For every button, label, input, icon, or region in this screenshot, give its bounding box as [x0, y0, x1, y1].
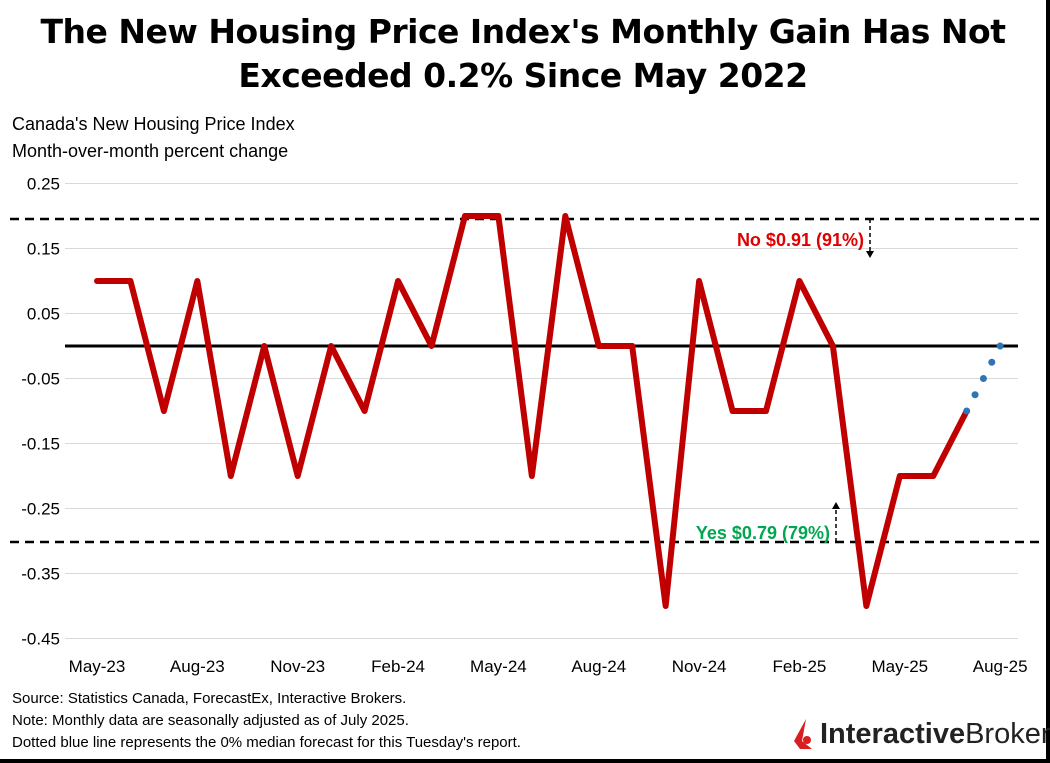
notes: Source: Statistics Canada, ForecastEx, I…: [12, 688, 521, 754]
x-tick-label: Aug-24: [571, 657, 626, 676]
no-label: No $0.91 (91%): [737, 230, 864, 250]
x-tick-label: May-25: [871, 657, 928, 676]
x-tick-label: Aug-23: [170, 657, 225, 676]
chart-title: The New Housing Price Index's Monthly Ga…: [0, 10, 1046, 98]
y-tick-label: 0.05: [27, 305, 60, 324]
forecast-note: Dotted blue line represents the 0% media…: [12, 734, 521, 751]
title-line-1: The New Housing Price Index's Monthly Ga…: [40, 12, 1007, 51]
x-tick-label: Feb-25: [773, 657, 827, 676]
x-tick-label: Feb-24: [371, 657, 425, 676]
y-tick-label: -0.35: [21, 565, 60, 584]
logo-text-bold: Interactive: [820, 718, 966, 750]
subtitle-1: Canada's New Housing Price Index: [12, 114, 295, 134]
forecast-dot: [979, 375, 987, 382]
nhpi-series-line: [94, 213, 970, 609]
x-tick-label: Aug-25: [973, 657, 1028, 676]
y-tick-label: 0.15: [27, 240, 60, 259]
yes-label: Yes $0.79 (79%): [696, 523, 830, 543]
y-tick-label: -0.05: [21, 370, 60, 389]
y-tick-label: -0.25: [21, 500, 60, 519]
logo-text-regular: Brokers: [965, 718, 1050, 750]
x-tick-label: May-23: [69, 657, 126, 676]
source-note: Source: Statistics Canada, ForecastEx, I…: [12, 690, 407, 707]
y-tick-label: -0.15: [21, 435, 60, 454]
forecast-dot: [996, 342, 1004, 350]
x-tick-label: Nov-23: [270, 657, 325, 676]
forecast-dot: [971, 391, 979, 399]
y-tick-label: 0.25: [27, 175, 60, 194]
adjustment-note: Note: Monthly data are seasonally adjust…: [12, 712, 409, 729]
x-tick-label: Nov-24: [672, 657, 727, 676]
forecast-dot: [988, 358, 996, 366]
forecast-dot: [963, 407, 971, 415]
yes-arrowhead: [832, 502, 840, 509]
y-tick-label: -0.45: [21, 630, 60, 649]
ib-logo-icon: [794, 718, 812, 749]
title-line-2: Exceeded 0.2% Since May 2022: [238, 56, 808, 95]
subtitle-2: Month-over-month percent change: [12, 141, 289, 161]
no-arrowhead: [866, 251, 874, 258]
x-tick-label: May-24: [470, 657, 527, 676]
